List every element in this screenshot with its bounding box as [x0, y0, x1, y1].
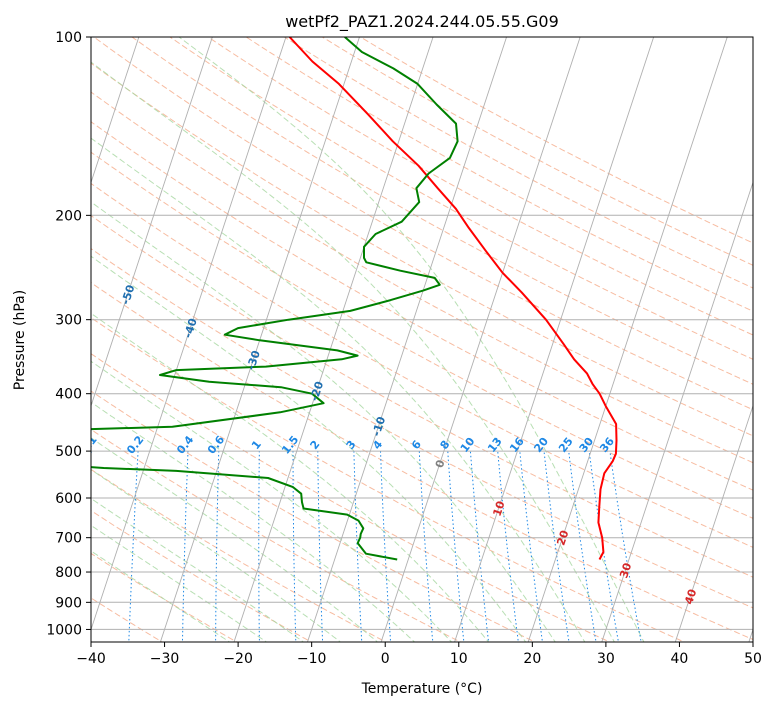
mixing-ratio-line	[568, 451, 597, 642]
isotherm-line	[233, 37, 434, 642]
y-axis: 1000 900 800 700 600 500 400 300 200 100	[46, 30, 91, 638]
moist-adiabat-line	[91, 437, 379, 642]
dry-adiabat-line	[131, 37, 753, 385]
isotherm-line	[601, 181, 753, 642]
y-tick-label: 900	[55, 595, 82, 611]
y-tick-label: 1000	[46, 622, 82, 638]
moist-adiabat-line	[91, 550, 231, 642]
y-axis-label: Pressure (hPa)	[12, 290, 28, 390]
mixing-ratio-line	[353, 451, 363, 642]
dry-adiabat-line	[91, 182, 753, 548]
y-tick-label: 300	[55, 313, 82, 329]
mixing-ratio-line	[609, 451, 642, 642]
y-tick-label: 500	[55, 444, 82, 460]
mixing-ratio-line	[588, 451, 619, 642]
isotherm-line	[527, 37, 728, 642]
isotherm-label: 40	[682, 587, 699, 606]
moist-adiabat-line	[91, 468, 342, 642]
dry-adiabat-line	[169, 37, 753, 360]
isotherm-label: 30	[617, 561, 634, 580]
moist-adiabat-line	[91, 312, 490, 642]
isotherm-label: 20	[554, 528, 571, 547]
chart-title: wetPf2_PAZ1.2024.244.05.55.G09	[285, 12, 559, 32]
mixing-ratio-line	[258, 451, 260, 642]
isotherm-line	[91, 37, 287, 631]
isotherm-label: -40	[181, 316, 200, 339]
x-tick-label: 0	[381, 651, 390, 667]
dry-adiabat-line	[207, 37, 753, 336]
x-tick-label: 20	[523, 651, 541, 667]
mixing-ratio-line	[317, 451, 324, 642]
moist-adiabat-line	[91, 360, 453, 642]
y-tick-label: 400	[55, 387, 82, 403]
isotherm-label: -20	[308, 379, 327, 402]
x-tick-label: −10	[297, 651, 327, 667]
dry-adiabat-line	[91, 281, 753, 641]
moist-adiabat-line	[91, 497, 305, 642]
y-tick-label: 700	[55, 531, 82, 547]
isotherm-line	[91, 37, 213, 408]
x-tick-label: −20	[223, 651, 253, 667]
dewpoint-line	[91, 37, 459, 561]
x-tick-label: 30	[597, 651, 615, 667]
dry-adiabat-line	[91, 353, 611, 642]
y-tick-label: 600	[55, 491, 82, 507]
mixing-ratio-line	[292, 451, 297, 642]
y-tick-label: 100	[55, 30, 82, 46]
moist-adiabat-line	[91, 255, 527, 642]
x-tick-label: 40	[671, 651, 689, 667]
x-axis: −40 −30 −20 −10 0 10 20 30 40 50	[76, 642, 762, 667]
isotherm-line	[674, 404, 753, 642]
isotherm-label: -50	[119, 283, 138, 306]
plot-area: 0.10.20.40.611.52346810131620253036-100-…	[77, 37, 753, 642]
x-tick-label: −40	[76, 651, 106, 667]
y-tick-label: 800	[55, 565, 82, 581]
x-tick-label: 10	[450, 651, 468, 667]
y-tick-label: 200	[55, 208, 82, 224]
isotherm-label: 10	[491, 499, 508, 518]
mixing-ratio-line	[215, 451, 220, 642]
x-tick-label: −30	[150, 651, 180, 667]
isotherm-label: 0	[433, 458, 448, 470]
dry-adiabat-line	[91, 214, 753, 578]
isobars	[91, 37, 753, 630]
dry-adiabat-line	[245, 37, 753, 312]
dry-adiabat-line	[91, 121, 753, 491]
temperature-line	[288, 37, 618, 560]
mixing-ratio-label: 0.1	[77, 433, 99, 456]
mixing-ratio-line	[182, 451, 189, 642]
dry-adiabat-line	[91, 151, 753, 519]
isotherm-line	[307, 37, 508, 642]
isotherm-line	[380, 37, 581, 642]
moist-adiabat-line	[91, 401, 416, 642]
x-tick-label: 50	[744, 651, 762, 667]
isotherm-line	[159, 37, 360, 642]
isotherm-label: -10	[370, 415, 389, 438]
isotherms	[91, 37, 753, 642]
isotherm-line	[91, 37, 140, 184]
x-axis-label: Temperature (°C)	[361, 681, 483, 697]
plot-frame	[90, 36, 754, 643]
isotherm-label: -30	[244, 348, 263, 371]
data-series	[91, 37, 618, 561]
